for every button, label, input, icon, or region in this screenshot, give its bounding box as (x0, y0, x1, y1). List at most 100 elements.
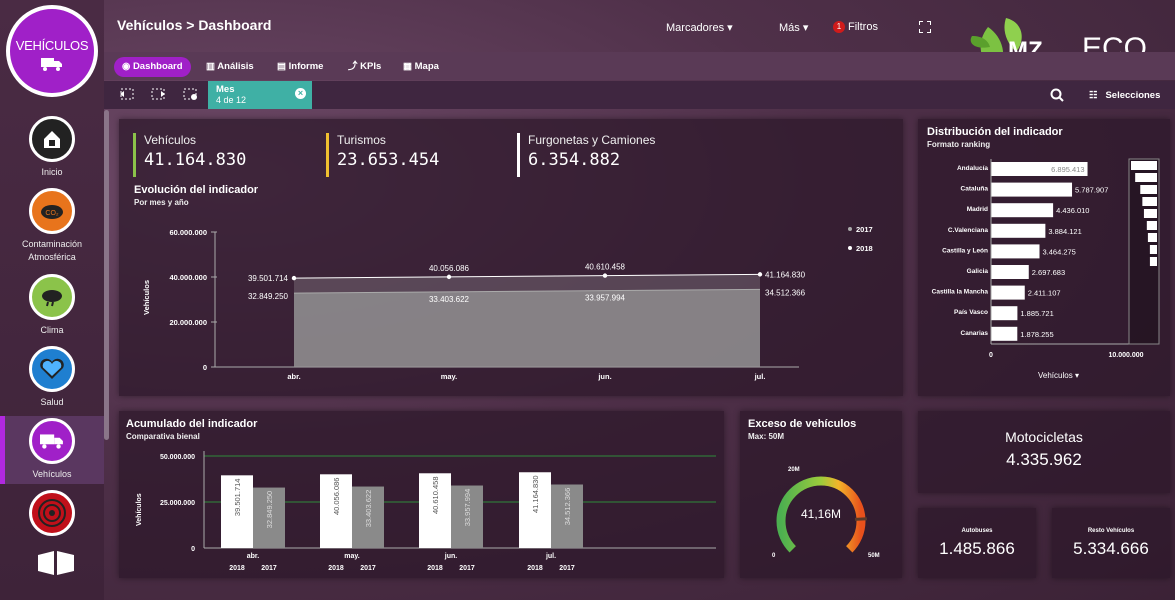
mas-menu[interactable]: Más ▾ (779, 21, 808, 34)
x-tick-label: 0 (989, 352, 993, 359)
selections-icon: ☷ (1089, 90, 1098, 101)
data-label: 33.403.622 (364, 490, 373, 528)
sidebar-item-clima[interactable]: Clima (0, 274, 104, 337)
selection-back-icon[interactable] (119, 87, 135, 101)
sidebar-item-contaminacion[interactable]: CO₂ Contaminación Atmosférica (0, 188, 104, 264)
category-label: Canarias (961, 330, 989, 337)
data-label: 2.411.107 (1028, 289, 1061, 298)
bar-2017-may (352, 486, 384, 548)
sidebar-item-inicio[interactable]: Inicio (0, 116, 104, 179)
close-icon[interactable]: × (295, 88, 306, 99)
series-year-label: 2018 (229, 565, 245, 572)
y-tick-label: 25.000.000 (160, 500, 195, 507)
sidebar-item-salud[interactable]: Salud (0, 346, 104, 409)
mas-label: Más (779, 22, 800, 34)
preview-bar (1143, 209, 1157, 218)
tab-analisis[interactable]: ▥ Análisis (198, 57, 262, 77)
chevron-down-icon: ▾ (802, 22, 809, 34)
fullscreen-icon[interactable] (919, 21, 931, 33)
data-label-2017: 33.957.994 (585, 294, 626, 303)
selection-value: 4 de 12 (216, 95, 247, 105)
preview-bar (1135, 173, 1157, 182)
ranking-bar-chart[interactable]: Andalucía 6.895.413 Cataluña 5.787.907 Madri… (918, 119, 1170, 396)
marcadores-menu[interactable]: Marcadores ▾ (666, 21, 733, 34)
chevron-down-icon: ▾ (727, 22, 733, 34)
selection-chip-mes[interactable]: Mes 4 de 12 × (208, 81, 312, 109)
exceso-subtitle: Max: 50M (748, 432, 785, 441)
sidebar-scrollbar[interactable] (104, 110, 109, 440)
axis-label: Vehículos (1038, 371, 1073, 380)
tab-mapa[interactable]: ▦ Mapa (395, 57, 447, 77)
sidebar-item-vehiculos[interactable]: Vehículos (0, 416, 104, 484)
series-year-label: 2018 (328, 565, 344, 572)
chevron-down-icon: ▾ (1074, 371, 1079, 380)
bar-2018-abr (221, 475, 253, 548)
search-icon[interactable] (1050, 88, 1064, 102)
co2-icon: CO₂ (29, 188, 75, 234)
brand-button[interactable]: VEHÍCULOS (6, 5, 98, 97)
motocicletas-value: 4.335.962 (1006, 450, 1082, 469)
sidebar-item-label: Contaminación Atmosférica (21, 239, 83, 262)
tab-label: Análisis (217, 61, 254, 72)
bar-2018-jun (419, 473, 451, 548)
clear-selection-icon[interactable] (182, 87, 198, 101)
series-2017-line (293, 288, 761, 294)
kpi-turismos[interactable]: Turismos 23.653.454 (326, 133, 439, 177)
bar-andalucía (991, 162, 1088, 176)
truck-icon (29, 418, 75, 464)
map-icon: ▦ (403, 61, 412, 72)
bar-castilla-la-mancha (991, 285, 1025, 300)
distribucion-axis-dropdown[interactable]: Vehículos ▾ (1038, 371, 1079, 380)
kpi-vehiculos[interactable]: Vehículos 41.164.830 (133, 133, 246, 177)
selecciones-button[interactable]: ☷ Selecciones (1089, 90, 1160, 101)
kpi-furgonetas[interactable]: Furgonetas y Camiones 6.354.882 (517, 133, 655, 177)
acumulado-title: Acumulado del indicador (126, 418, 258, 430)
motocicletas-label: Motocicletas (1005, 429, 1083, 445)
bar-2017-abr (253, 487, 285, 548)
top-bar: Vehículos > Dashboard Marcadores ▾ Más ▾… (104, 0, 1175, 52)
preview-bar (1142, 197, 1157, 206)
category-label: Castilla y León (942, 247, 988, 254)
resto-vehiculos-panel[interactable]: Resto Vehículos 5.334.666 (1052, 508, 1170, 578)
page-title: Vehículos > Dashboard (117, 17, 272, 33)
preview-bar (1131, 161, 1157, 170)
target-icon (29, 490, 75, 536)
selection-forward-icon[interactable] (150, 87, 166, 101)
motocicletas-panel[interactable]: Motocicletas 4.335.962 (918, 411, 1170, 493)
preview-bar (1149, 245, 1157, 254)
exceso-gauge[interactable]: 20M 0 50M 41,16M (740, 411, 902, 578)
series-year-label: 2017 (261, 565, 277, 572)
evolucion-title: Evolución del indicador (134, 184, 259, 196)
truck-icon (41, 58, 62, 71)
data-label: 2.697.683 (1032, 268, 1065, 277)
filter-count-badge: 1 (833, 21, 845, 33)
data-label-2018: 40.610.458 (585, 263, 626, 272)
filtros-button[interactable]: 1 Filtros (833, 21, 878, 33)
tab-kpis[interactable]: ⤴ KPIs (340, 57, 389, 77)
gauge-max-label: 50M (868, 553, 880, 559)
preview-bar (1140, 185, 1157, 194)
sidebar-item-target[interactable] (0, 490, 104, 540)
data-label: 1.878.255 (1020, 330, 1053, 339)
exceso-panel: Exceso de vehículos Max: 50M 20M 0 50M 4… (740, 411, 902, 578)
exceso-title: Exceso de vehículos (748, 418, 857, 430)
data-label: 39.501.714 (233, 479, 242, 517)
line-chart-icon: ⤴ (348, 61, 358, 72)
dashboard-icon: ◉ (122, 61, 131, 72)
tab-informe[interactable]: ▤ Informe (269, 57, 331, 77)
marcadores-label: Marcadores (666, 22, 725, 34)
autobuses-panel[interactable]: Autobuses 1.485.866 (918, 508, 1036, 578)
data-label-2018: 39.501.714 (248, 274, 289, 283)
gauge-needle (854, 517, 868, 521)
y-tick-label: 20.000.000 (169, 318, 207, 327)
preview-bar (1147, 233, 1157, 242)
tab-dashboard[interactable]: ◉ Dashboard (114, 57, 191, 77)
x-tick-label: abr. (287, 372, 300, 381)
evolution-area-chart[interactable]: 60.000.000 40.000.000 20.000.000 0 Vehículos… (119, 207, 903, 387)
bar-país-vasco (991, 306, 1018, 321)
bar-canarias (991, 326, 1018, 341)
app-logo-icon[interactable] (38, 551, 74, 575)
data-label-2017: 34.512.366 (765, 288, 806, 297)
selection-field: Mes (216, 84, 235, 95)
cumulative-bar-chart[interactable]: 50.000.000 25.000.000 0 Vehículos 39.501.714… (119, 411, 724, 578)
